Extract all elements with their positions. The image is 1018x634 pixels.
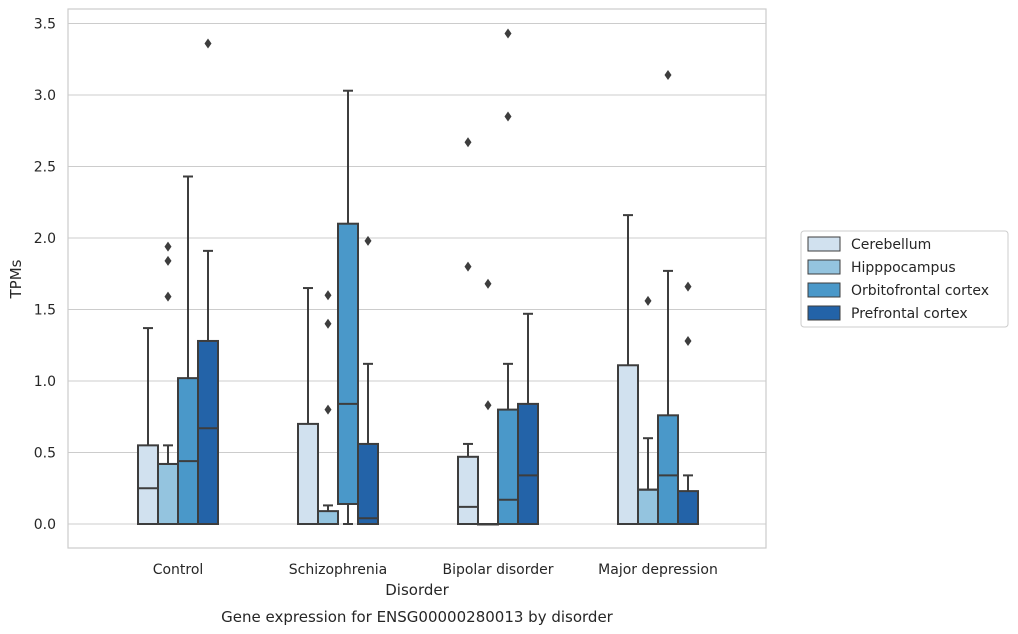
outlier-point (504, 28, 512, 39)
y-tick-label: 0.0 (34, 517, 56, 533)
y-tick-label: 2.5 (34, 160, 56, 176)
legend-box (800, 230, 1009, 328)
x-axis-label: Disorder (385, 581, 449, 599)
legend-swatch (807, 305, 841, 321)
outlier-point (684, 281, 692, 292)
box-iqr (317, 510, 339, 526)
legend-label: Prefrontal cortex (851, 306, 968, 322)
box-iqr (297, 422, 319, 525)
x-tick-label: Major depression (598, 562, 718, 578)
legend-swatch (807, 282, 841, 298)
outlier-point (324, 404, 332, 415)
box-3-0 (617, 214, 639, 525)
outlier-point (204, 38, 212, 49)
box-0-2 (177, 175, 199, 526)
box-iqr (657, 414, 679, 526)
outlier-point (324, 318, 332, 329)
chart-caption: Gene expression for ENSG00000280013 by d… (221, 608, 614, 626)
box-series (137, 28, 699, 526)
outlier-point (684, 335, 692, 346)
box-1-0 (297, 287, 319, 525)
box-iqr (497, 408, 519, 526)
box-iqr (137, 444, 159, 526)
y-tick-label: 2.0 (34, 231, 56, 247)
outlier-point (164, 241, 172, 252)
outlier-point (484, 400, 492, 411)
outlier-point (464, 137, 472, 148)
box-iqr (197, 339, 219, 525)
outlier-point (644, 295, 652, 306)
box-1-2 (337, 89, 359, 525)
outlier-point (504, 111, 512, 122)
box-0-0 (137, 327, 159, 526)
legend-label: Orbitofrontal cortex (851, 283, 989, 299)
outlier-point (324, 290, 332, 301)
outlier-point (464, 261, 472, 272)
box-iqr (357, 442, 379, 526)
box-iqr (337, 222, 359, 505)
legend-label: Hipppocampus (851, 260, 956, 276)
box-iqr (457, 455, 479, 526)
y-axis-label: TPMs (7, 259, 25, 299)
y-tick-label: 1.5 (34, 303, 56, 319)
box-3-1 (637, 295, 659, 525)
y-tick-label: 3.5 (34, 17, 56, 33)
box-2-3 (517, 312, 539, 526)
x-tick-label: Control (153, 562, 204, 578)
box-2-1 (477, 278, 499, 526)
legend: Cerebellum Hipppocampus Orbitofrontal cort… (800, 230, 1009, 328)
box-iqr (517, 402, 539, 526)
legend-swatch (807, 236, 841, 252)
box-1-3 (357, 235, 379, 526)
outlier-point (484, 278, 492, 289)
box-iqr (157, 462, 179, 526)
y-tick-label: 1.0 (34, 374, 56, 390)
box-iqr (177, 377, 199, 526)
box-0-3 (197, 38, 219, 525)
outlier-point (364, 235, 372, 246)
box-1-1 (317, 290, 339, 526)
box-iqr (637, 488, 659, 525)
y-tick-label: 0.5 (34, 446, 56, 462)
plot-frame (67, 8, 767, 549)
x-tick-label: Schizophrenia (289, 562, 387, 578)
legend-swatch (807, 259, 841, 275)
box-3-3 (677, 281, 699, 525)
x-tick-labels: Control Schizophrenia Bipolar disorder Majo… (153, 562, 718, 578)
box-iqr (617, 364, 639, 525)
outlier-point (664, 69, 672, 80)
outlier-point (164, 291, 172, 302)
x-tick-label: Bipolar disorder (442, 562, 553, 578)
box-2-0 (457, 137, 479, 526)
legend-label: Cerebellum (851, 237, 931, 253)
y-tick-labels: 0.0 0.5 1.0 1.5 2.0 2.5 3.0 3.5 (34, 17, 56, 534)
y-tick-label: 3.0 (34, 88, 56, 104)
box-3-2 (657, 69, 679, 526)
outlier-point (164, 255, 172, 266)
box-iqr (677, 490, 699, 525)
